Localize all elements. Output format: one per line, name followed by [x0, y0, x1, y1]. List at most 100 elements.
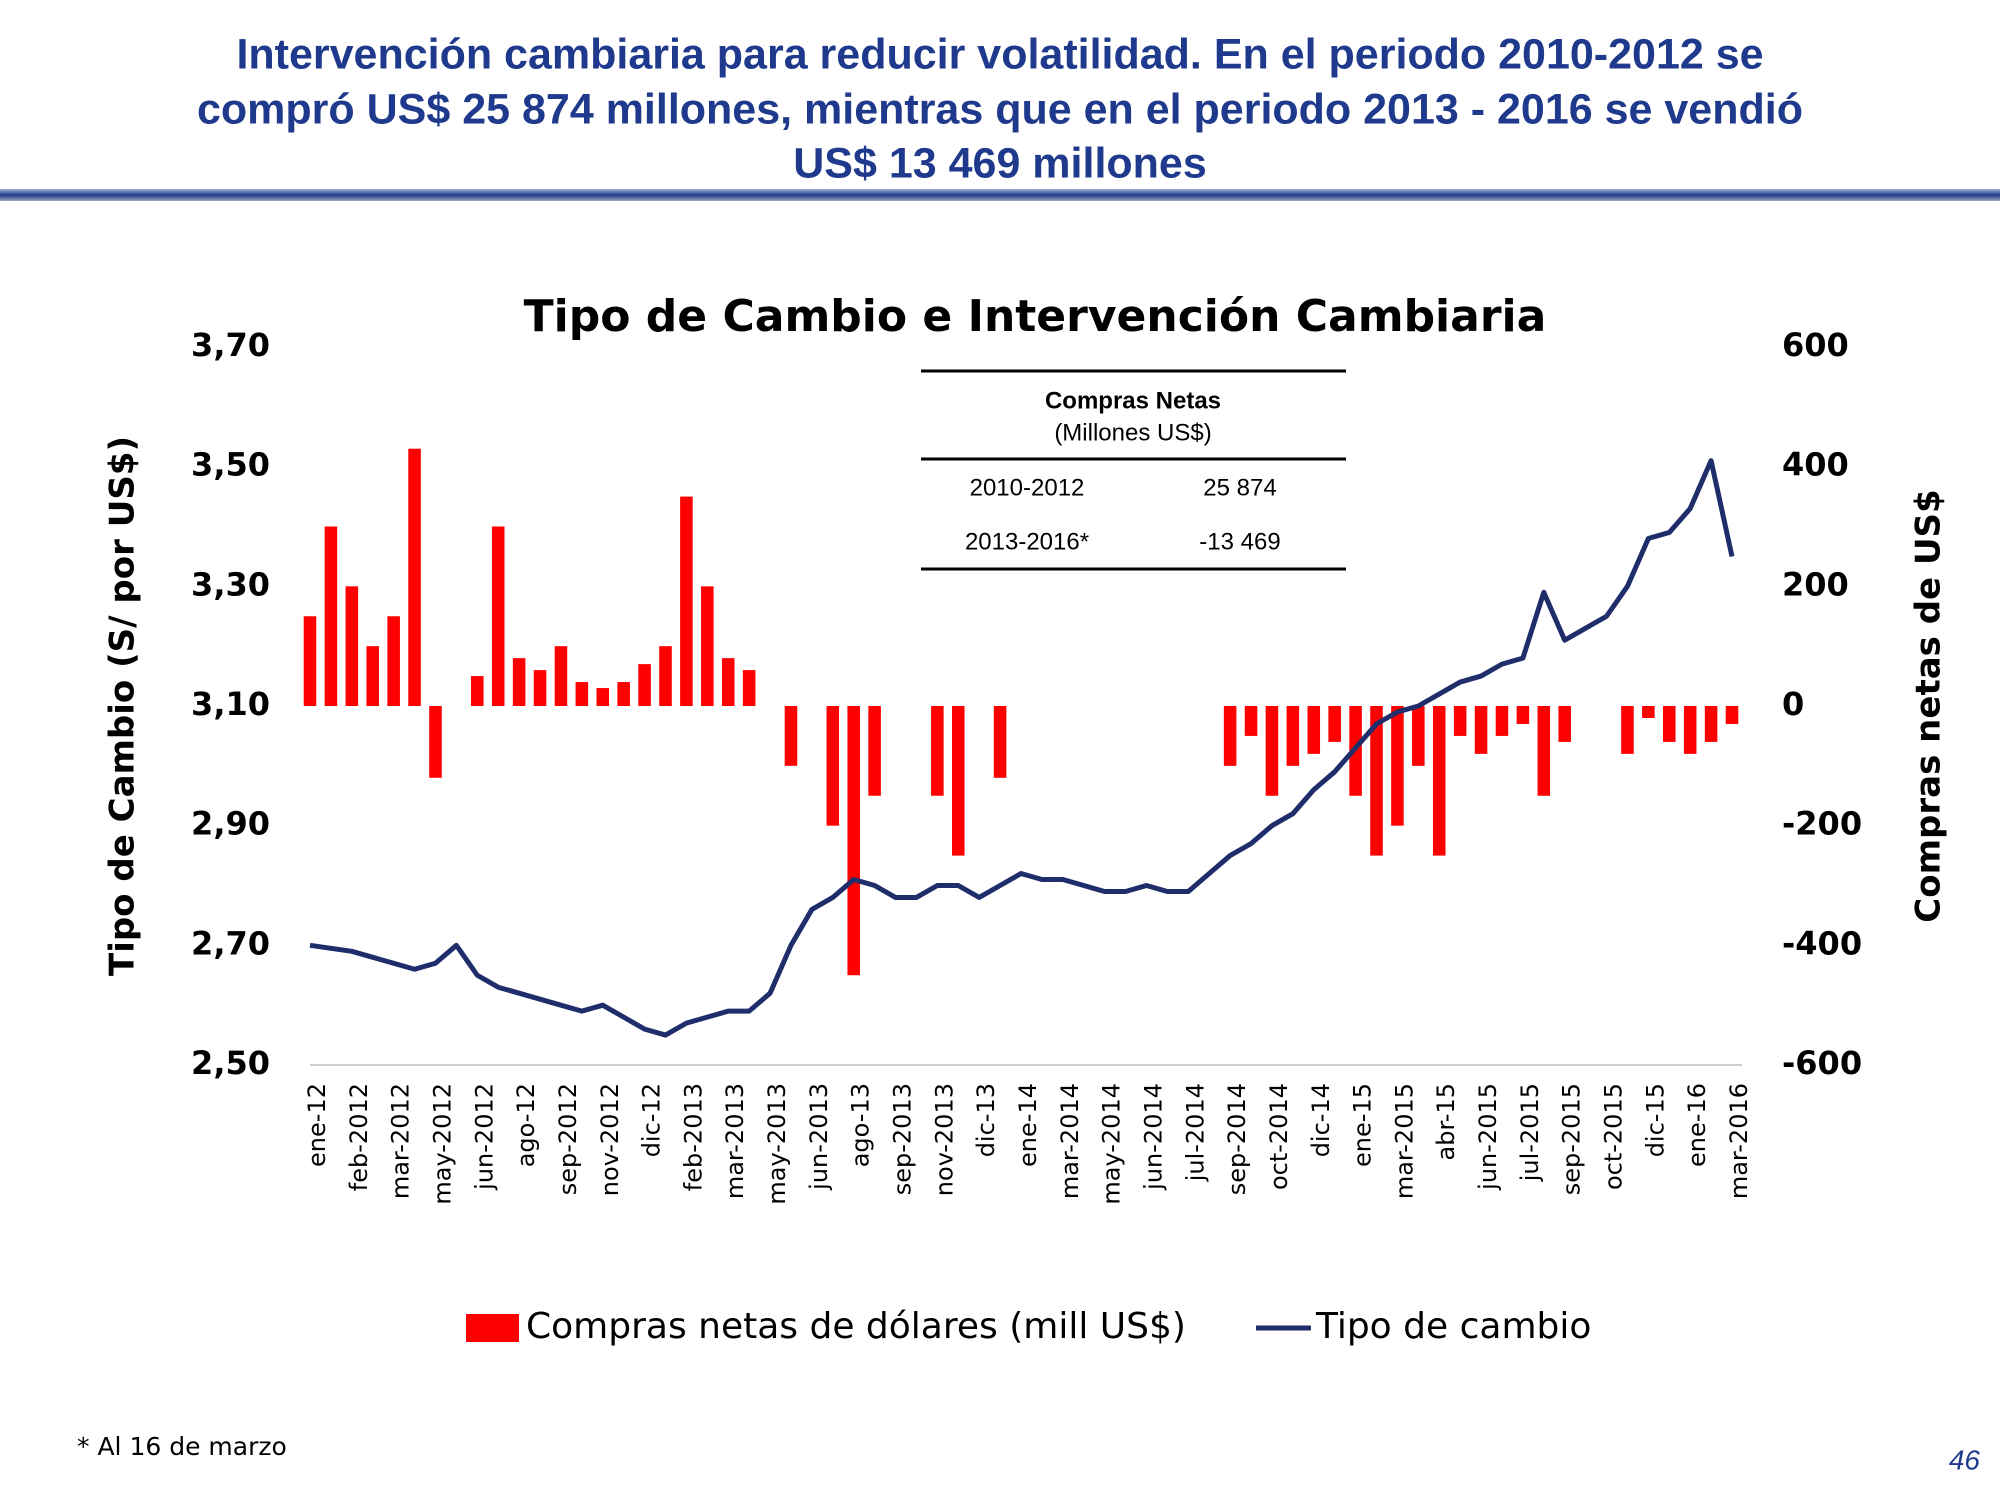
bar [387, 616, 400, 706]
x-tick-label: mar-2015 [1390, 1083, 1418, 1199]
bar [868, 706, 881, 796]
bar [1370, 706, 1383, 856]
table-header: Compras Netas [1045, 387, 1221, 414]
x-tick-label: feb-2012 [345, 1083, 373, 1191]
bar [1495, 706, 1509, 736]
bar [680, 496, 693, 706]
inset-table: Compras Netas (Millones US$) 2010-2012 2… [921, 369, 1346, 571]
bar [596, 688, 610, 706]
bar [617, 682, 630, 706]
table-cell: 25 874 [1203, 474, 1276, 501]
table-subheader: (Millones US$) [1054, 419, 1211, 446]
y2-tick-label: 400 [1782, 446, 1849, 484]
bar [659, 646, 672, 706]
x-tick-label: ene-14 [1014, 1083, 1042, 1167]
bar [1265, 706, 1279, 796]
x-tick-label: oct-2014 [1265, 1083, 1293, 1190]
y2-axis-label: Compras netas de US$ [1909, 489, 1949, 922]
bar [826, 706, 840, 826]
bar [1244, 706, 1258, 736]
x-tick-label: dic-15 [1641, 1083, 1669, 1157]
x-tick-label: mar-2012 [387, 1083, 415, 1199]
page-number: 46 [1949, 1444, 1981, 1475]
bar [533, 670, 547, 706]
x-tick-label: dic-14 [1307, 1083, 1335, 1157]
x-tick-label: oct-2015 [1600, 1083, 1628, 1190]
bar [1286, 706, 1300, 766]
bar [512, 658, 526, 706]
footnote: * Al 16 de marzo [77, 1432, 287, 1461]
x-tick-label: mar-2014 [1056, 1083, 1084, 1199]
x-tick-label: ene-12 [303, 1083, 331, 1167]
x-tick-label: sep-2012 [554, 1083, 582, 1195]
x-tick-label: dic-12 [638, 1083, 666, 1157]
bar [429, 706, 442, 778]
bar [471, 676, 484, 706]
x-tick-label: abr-15 [1432, 1083, 1460, 1160]
x-tick-label: mar-2013 [721, 1083, 749, 1199]
bar [742, 670, 756, 706]
bar [1516, 706, 1530, 724]
x-tick-label: feb-2013 [679, 1083, 707, 1191]
y-tick-label: 2,50 [191, 1044, 270, 1082]
x-tick-label: may-2012 [428, 1083, 456, 1205]
legend-label: Compras netas de dólares (mill US$) [526, 1306, 1186, 1347]
bar [1412, 706, 1425, 766]
bar [993, 706, 1007, 778]
x-tick-label: jul-2015 [1516, 1083, 1544, 1182]
legend-label: Tipo de cambio [1315, 1306, 1591, 1347]
chart-title: Tipo de Cambio e Intervención Cambiaria [524, 291, 1547, 342]
y2-tick-label: 600 [1782, 326, 1849, 364]
bar [366, 646, 380, 706]
bar [491, 526, 505, 706]
x-tick-label: sep-2014 [1223, 1083, 1251, 1195]
bar [1642, 706, 1655, 718]
x-tick-label: jun-2015 [1474, 1083, 1502, 1191]
y-axis-label: Tipo de Cambio (S/ por US$) [103, 436, 143, 976]
x-tick-label: may-2013 [763, 1083, 791, 1205]
y2-tick-label: -200 [1782, 805, 1862, 843]
table-cell: 2013-2016* [965, 528, 1089, 555]
y-tick-label: 3,10 [191, 685, 270, 723]
bar [701, 586, 714, 706]
bar [554, 646, 568, 706]
slide-title: compró US$ 25 874 millones, mientras que… [197, 85, 1803, 133]
bar [1391, 706, 1404, 826]
bar [721, 658, 735, 706]
bar [784, 706, 798, 766]
y-tick-label: 3,30 [191, 565, 270, 603]
x-tick-label: jun-2013 [805, 1083, 833, 1191]
x-tick-label: jun-2014 [1139, 1083, 1167, 1191]
y-tick-label: 2,70 [191, 924, 270, 962]
x-tick-label: ago-12 [512, 1083, 540, 1167]
bar [408, 448, 421, 706]
x-tick-label: nov-2012 [596, 1083, 624, 1196]
bar [1474, 706, 1488, 754]
x-tick-label: mar-2016 [1725, 1083, 1753, 1199]
x-tick-label: may-2014 [1098, 1083, 1126, 1205]
bar [931, 706, 944, 796]
x-tick-label: ago-13 [847, 1083, 875, 1167]
bar [951, 706, 965, 856]
bar [1704, 706, 1718, 742]
bar [1328, 706, 1341, 742]
slide-title: Intervención cambiaria para reducir vola… [236, 30, 1763, 78]
x-tick-label: nov-2013 [930, 1083, 958, 1196]
x-tick-label: jun-2012 [470, 1083, 498, 1191]
x-tick-label: sep-2013 [889, 1083, 917, 1195]
line [309, 458, 1735, 1038]
x-tick-label: ene-15 [1349, 1083, 1377, 1167]
bar [303, 616, 317, 706]
x-tick-label: dic-13 [972, 1083, 1000, 1157]
x-tick-label: sep-2015 [1558, 1083, 1586, 1195]
bar [575, 682, 589, 706]
bar [1558, 706, 1571, 742]
bar [638, 664, 651, 706]
y2-tick-label: -400 [1782, 924, 1862, 962]
table-cell: -13 469 [1199, 528, 1280, 555]
separator [0, 189, 2000, 201]
bar [1662, 706, 1676, 742]
bar [1223, 706, 1237, 766]
bar [1537, 706, 1551, 796]
